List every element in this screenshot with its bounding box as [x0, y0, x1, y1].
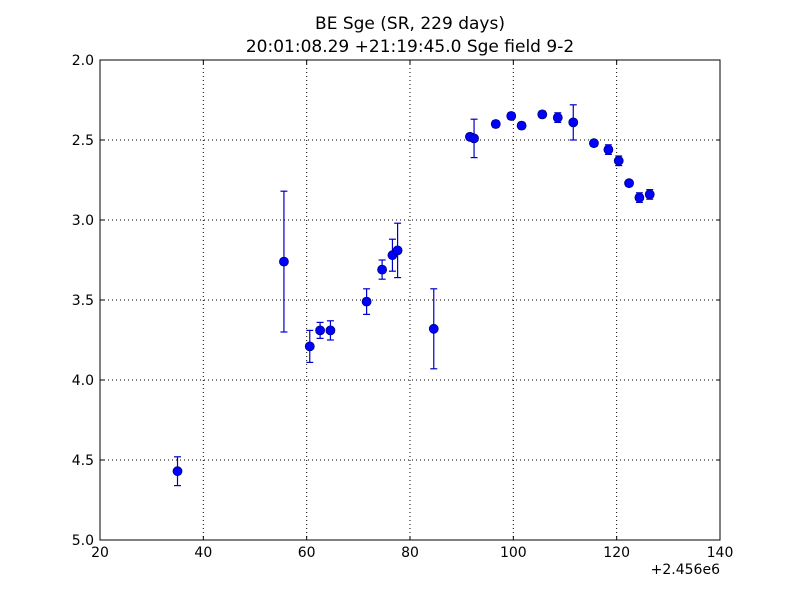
y-tick-label: 4.0 [72, 373, 94, 389]
marker [304, 341, 315, 352]
x-tick-label: 100 [500, 545, 527, 561]
x-tick-label: 120 [603, 545, 630, 561]
marker [568, 117, 579, 128]
marker [589, 138, 599, 149]
x-tick-label: 60 [298, 545, 316, 561]
data-points [172, 104, 655, 487]
data-point [304, 329, 315, 363]
data-point [361, 288, 372, 315]
data-point [634, 192, 645, 203]
data-point [603, 144, 614, 155]
x-tick-label: 80 [401, 545, 419, 561]
y-tick-label: 4.5 [72, 453, 94, 469]
data-point [568, 104, 579, 141]
marker [624, 178, 634, 189]
marker [537, 109, 548, 120]
marker [613, 155, 624, 166]
marker [603, 144, 614, 155]
marker [552, 112, 563, 123]
data-point [279, 190, 289, 333]
marker [506, 111, 517, 121]
data-point [469, 118, 479, 159]
grid [100, 60, 720, 540]
marker [377, 264, 388, 275]
data-point [644, 189, 655, 200]
chart-title: BE Sge (SR, 229 days) [315, 14, 505, 34]
y-tick-label: 2.0 [72, 53, 94, 69]
x-tick-label: 20 [91, 545, 109, 561]
data-point [315, 321, 326, 339]
y-tick-label: 2.5 [72, 133, 94, 149]
marker [634, 192, 645, 203]
marker [469, 133, 479, 144]
data-point [537, 109, 548, 120]
x-axis-offset-label: +2.456e6 [651, 562, 720, 578]
data-point [392, 222, 403, 279]
data-point [172, 456, 183, 487]
data-point [377, 259, 388, 280]
marker [315, 325, 326, 336]
data-point [516, 120, 527, 131]
marker [279, 256, 289, 267]
data-point [552, 112, 563, 124]
x-tick-label: 40 [194, 545, 212, 561]
marker [361, 296, 372, 307]
x-tick-label: 140 [707, 545, 734, 561]
marker [325, 325, 336, 336]
marker [392, 245, 403, 256]
marker [172, 466, 183, 477]
marker [490, 119, 501, 129]
marker [516, 120, 527, 131]
y-tick-label: 5.0 [72, 533, 94, 549]
y-tick-label: 3.0 [72, 213, 94, 229]
y-tick-label: 3.5 [72, 293, 94, 309]
marker [644, 189, 655, 200]
data-point [428, 288, 439, 370]
data-point [624, 178, 634, 189]
marker [428, 323, 439, 334]
data-point [325, 320, 336, 341]
data-point [506, 111, 517, 121]
data-point [613, 155, 624, 167]
data-point [490, 119, 501, 129]
data-point [589, 138, 599, 149]
axes: 20 40 60 80 100 120 140 2.0 2.5 3.0 3.5 4.0 4.5 5.0 [72, 53, 734, 561]
chart-subtitle: 20:01:08.29 +21:19:45.0 Sge field 9-2 [246, 37, 574, 57]
